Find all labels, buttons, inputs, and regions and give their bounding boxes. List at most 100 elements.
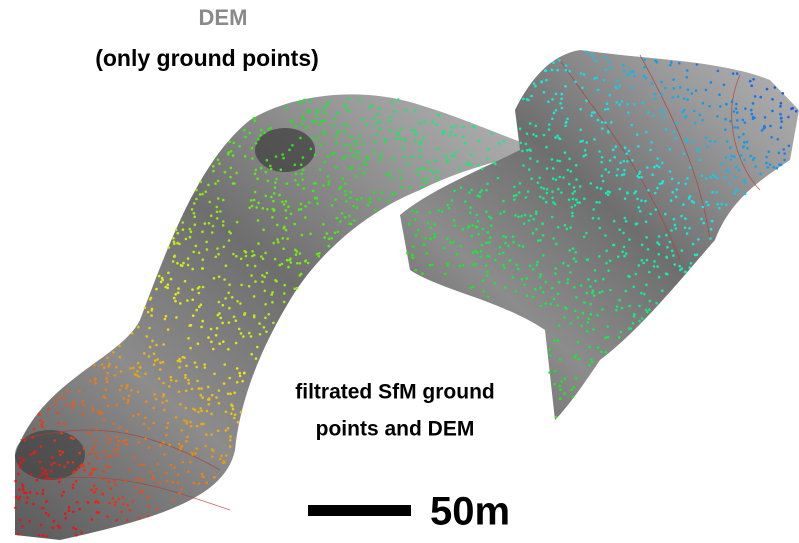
point — [621, 174, 624, 177]
point — [522, 164, 525, 167]
point — [627, 275, 630, 278]
point — [184, 280, 187, 283]
point — [326, 155, 329, 158]
point — [426, 177, 429, 180]
point — [589, 303, 592, 306]
point — [559, 385, 562, 388]
point — [445, 155, 448, 158]
point — [790, 107, 793, 110]
point — [710, 228, 713, 231]
point — [41, 426, 44, 429]
point — [464, 142, 467, 145]
point — [95, 428, 98, 431]
point — [224, 171, 227, 174]
point — [694, 122, 697, 125]
point — [575, 178, 578, 181]
point — [210, 341, 213, 344]
point — [521, 278, 524, 281]
point — [759, 173, 762, 176]
point — [317, 137, 320, 140]
point — [217, 430, 220, 433]
point — [458, 168, 461, 171]
point — [244, 136, 247, 139]
point — [245, 255, 248, 258]
point — [417, 174, 420, 177]
point — [301, 123, 304, 126]
point — [177, 287, 180, 290]
point — [255, 142, 258, 145]
point — [227, 292, 230, 295]
point — [327, 183, 330, 186]
point — [112, 497, 115, 500]
point — [621, 251, 624, 254]
point — [437, 170, 440, 173]
point — [208, 398, 211, 401]
point — [736, 126, 739, 129]
point — [604, 56, 607, 59]
point — [239, 302, 242, 305]
point — [70, 436, 73, 439]
point — [418, 143, 421, 146]
point — [390, 177, 393, 180]
point — [396, 137, 399, 140]
point — [752, 102, 755, 105]
point — [598, 291, 601, 294]
point — [571, 212, 574, 215]
point — [196, 447, 199, 450]
point — [601, 156, 604, 159]
point — [72, 461, 75, 464]
point — [179, 403, 182, 406]
point — [172, 499, 175, 502]
point — [172, 481, 175, 484]
point — [546, 188, 549, 191]
point — [609, 94, 612, 97]
point — [235, 172, 238, 175]
point — [203, 363, 206, 366]
point — [182, 461, 185, 464]
point — [185, 365, 188, 368]
point — [322, 184, 325, 187]
point — [18, 488, 21, 491]
point — [212, 165, 215, 168]
point — [485, 189, 488, 192]
point — [569, 226, 572, 229]
point — [191, 288, 194, 291]
point — [563, 392, 566, 395]
point — [189, 347, 192, 350]
point — [567, 169, 570, 172]
point — [136, 486, 139, 489]
point — [483, 290, 486, 293]
point — [570, 388, 573, 391]
point — [126, 519, 129, 522]
point — [348, 215, 351, 218]
point — [303, 99, 306, 102]
point — [206, 248, 209, 251]
point — [523, 284, 526, 287]
point — [540, 186, 543, 189]
point — [570, 170, 573, 173]
point — [333, 125, 336, 128]
point — [282, 247, 285, 250]
point — [480, 250, 483, 253]
point — [277, 241, 280, 244]
point — [471, 224, 474, 227]
point — [529, 149, 532, 152]
point — [553, 112, 556, 115]
point — [588, 317, 591, 320]
point — [601, 308, 604, 311]
point — [265, 171, 268, 174]
point — [571, 215, 574, 218]
point — [434, 160, 437, 163]
point — [323, 161, 326, 164]
point — [229, 439, 232, 442]
point — [771, 110, 774, 113]
point — [579, 108, 582, 111]
point — [198, 252, 201, 255]
point — [541, 223, 544, 226]
point — [605, 250, 608, 253]
point — [494, 282, 497, 285]
point — [640, 199, 643, 202]
point — [645, 283, 648, 286]
point — [195, 189, 198, 192]
point — [63, 423, 66, 426]
